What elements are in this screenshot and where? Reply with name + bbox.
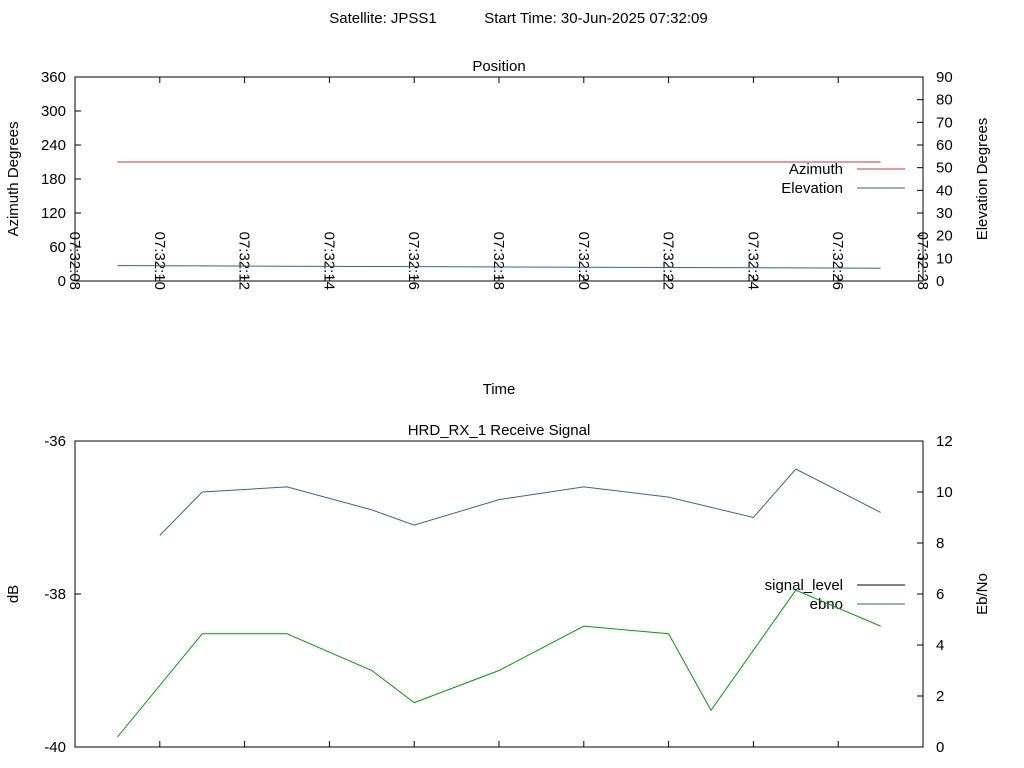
- y-axis-label: dB: [5, 585, 22, 603]
- legend-label: Elevation: [781, 180, 843, 197]
- position-chart: Position 0 60 120 180 240 300 360 0 10 20 30 40 50 60 7…: [5, 58, 991, 398]
- chart-title: HRD_RX_1 Receive Signal: [408, 422, 591, 439]
- start-time-label: Start Time: 30-Jun-2025 07:32:09: [484, 10, 707, 27]
- series-line-series-2: [117, 589, 881, 738]
- y2-tick-label: 2: [936, 688, 944, 705]
- y2-tick-label: 70: [936, 114, 953, 131]
- legend-label: signal_level: [765, 577, 843, 594]
- y2-tick-label: 20: [936, 228, 953, 245]
- x-tick-label: 07:32:28: [914, 232, 931, 290]
- chart-title: Position: [472, 58, 525, 75]
- series-line-Elevation: [117, 265, 881, 269]
- y2-axis-label: Elevation Degrees: [974, 118, 991, 241]
- x-tick-label: 07:32:26: [829, 232, 846, 290]
- y2-tick-label: 50: [936, 160, 953, 177]
- y2-tick-label: 8: [936, 535, 944, 552]
- y-tick-label: 300: [41, 103, 66, 120]
- x-tick-label: 07:32:18: [490, 232, 507, 290]
- y2-tick-label: 90: [936, 69, 953, 86]
- y2-tick-label: 80: [936, 92, 953, 109]
- y-tick-label: 240: [41, 137, 66, 154]
- y2-tick-label: 10: [936, 484, 953, 501]
- satellite-label: Satellite: JPSS1: [329, 10, 437, 27]
- y-tick-label: 60: [49, 239, 66, 256]
- y2-tick-label: 0: [936, 739, 944, 756]
- y-tick-label: 360: [41, 69, 66, 86]
- x-tick-label: 07:32:08: [66, 232, 83, 290]
- y-tick-label: 180: [41, 171, 66, 188]
- x-axis-label: Time: [483, 381, 516, 398]
- y2-tick-label: 6: [936, 586, 944, 603]
- y2-tick-label: 40: [936, 182, 953, 199]
- x-tick-label: 07:32:22: [660, 232, 677, 290]
- series-line-ebno: [159, 468, 881, 536]
- y2-tick-label: 0: [936, 273, 944, 290]
- y2-tick-label: 10: [936, 250, 953, 267]
- x-tick-label: 07:32:14: [320, 232, 337, 290]
- plot-frame: [74, 440, 924, 748]
- x-tick-label: 07:32:12: [236, 232, 253, 290]
- y-axis-label: Azimuth Degrees: [5, 121, 22, 236]
- x-tick-label: 07:32:24: [744, 232, 761, 290]
- y-tick-label: -40: [44, 739, 66, 756]
- y2-axis-label: Eb/No: [974, 573, 991, 615]
- x-tick-label: 07:32:20: [575, 232, 592, 290]
- y2-tick-label: 60: [936, 137, 953, 154]
- legend-label: Azimuth: [789, 161, 843, 178]
- legend-label: ebno: [810, 596, 843, 613]
- y2-tick-label: 4: [936, 637, 944, 654]
- x-tick-label: 07:32:16: [405, 232, 422, 290]
- y-tick-label: -36: [44, 433, 66, 450]
- y-tick-label: 0: [58, 273, 66, 290]
- y2-tick-label: 30: [936, 205, 953, 222]
- x-tick-label: 07:32:10: [151, 232, 168, 290]
- y2-tick-label: 12: [936, 433, 953, 450]
- y-tick-label: 120: [41, 205, 66, 222]
- y-tick-label: -38: [44, 586, 66, 603]
- receive-signal-chart: HRD_RX_1 Receive Signal -40 -38 -36 0 2 4 6 8 10 1…: [5, 422, 991, 756]
